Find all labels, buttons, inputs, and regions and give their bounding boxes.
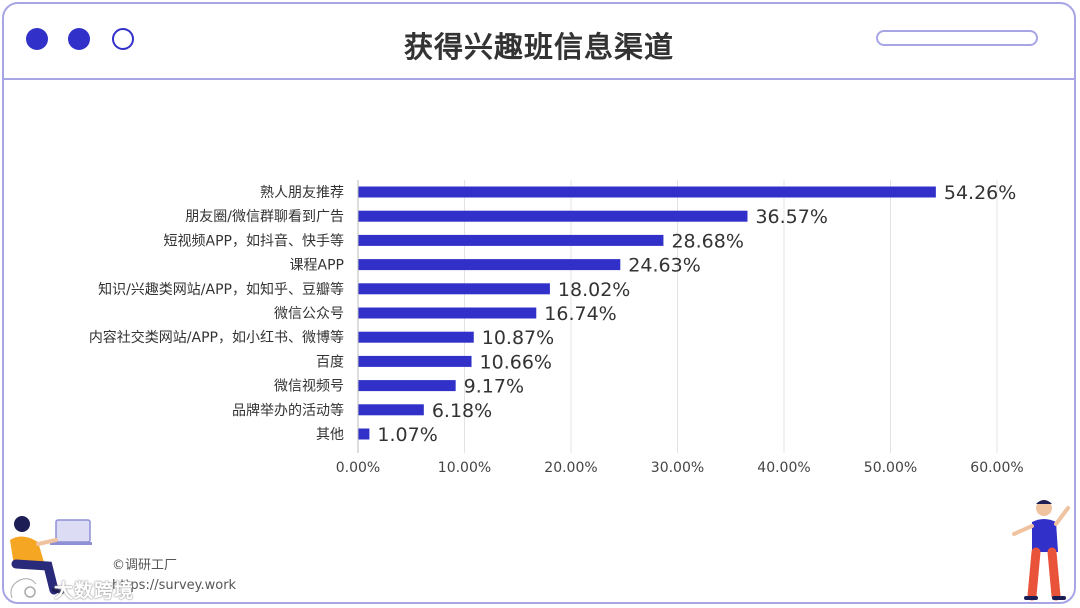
bar bbox=[358, 259, 621, 271]
address-bar-pill bbox=[876, 30, 1038, 46]
bar bbox=[358, 307, 537, 319]
person-laptop-illustration-icon bbox=[10, 516, 92, 595]
x-tick-label: 0.00% bbox=[336, 460, 380, 476]
watermark-text: 大数跨境 bbox=[54, 580, 135, 602]
data-label: 54.26% bbox=[944, 182, 1016, 204]
category-label: 短视频APP，如抖音、快手等 bbox=[164, 232, 344, 249]
data-label: 10.87% bbox=[482, 327, 554, 349]
data-label: 18.02% bbox=[558, 279, 630, 301]
credit-copyright: ©调研工厂 bbox=[112, 558, 178, 573]
bar bbox=[358, 234, 664, 246]
data-label: 1.07% bbox=[377, 424, 437, 446]
category-label: 微信公众号 bbox=[274, 306, 344, 322]
credit-url: https://survey.work bbox=[112, 578, 237, 593]
category-label: 知识/兴趣类网站/APP，如知乎、豆瓣等 bbox=[98, 281, 344, 298]
window-dot-outline-icon bbox=[112, 28, 134, 50]
data-label: 28.68% bbox=[671, 230, 743, 252]
person-pointing-illustration-icon bbox=[1012, 500, 1070, 601]
bar bbox=[358, 331, 474, 343]
category-label: 内容社交类网站/APP，如小红书、微博等 bbox=[89, 329, 344, 346]
bar bbox=[358, 355, 472, 367]
bar bbox=[358, 283, 550, 295]
data-label: 6.18% bbox=[432, 400, 492, 422]
bar bbox=[358, 404, 424, 416]
x-tick-label: 20.00% bbox=[544, 460, 597, 476]
x-tick-label: 50.00% bbox=[864, 460, 917, 476]
x-tick-label: 60.00% bbox=[970, 460, 1023, 476]
watermark-logo-icon bbox=[9, 577, 38, 599]
window-dot-filled-icon bbox=[26, 28, 48, 50]
credit-text: ©调研工厂 https://survey.work bbox=[112, 556, 236, 596]
x-tick-label: 10.00% bbox=[438, 460, 491, 476]
category-label: 品牌举办的活动等 bbox=[232, 402, 344, 419]
x-tick-label: 30.00% bbox=[651, 460, 704, 476]
data-label: 24.63% bbox=[628, 255, 700, 277]
data-label: 16.74% bbox=[544, 303, 616, 325]
category-label: 微信视频号 bbox=[274, 379, 344, 395]
title-bar: 获得兴趣班信息渠道 bbox=[4, 4, 1074, 80]
x-tick-label: 40.00% bbox=[757, 460, 810, 476]
category-label: 课程APP bbox=[290, 258, 344, 274]
data-label: 9.17% bbox=[464, 376, 524, 398]
data-label: 36.57% bbox=[755, 206, 827, 228]
data-label: 10.66% bbox=[480, 351, 552, 373]
page-title: 获得兴趣班信息渠道 bbox=[403, 30, 674, 64]
category-label: 百度 bbox=[316, 354, 344, 370]
bar bbox=[358, 186, 936, 198]
category-label: 朋友圈/微信群聊看到广告 bbox=[185, 209, 344, 225]
window-dot-filled-icon bbox=[68, 28, 90, 50]
bar bbox=[358, 428, 370, 440]
category-label: 熟人朋友推荐 bbox=[260, 185, 344, 201]
category-label: 其他 bbox=[316, 427, 344, 443]
bar bbox=[358, 210, 748, 222]
bar bbox=[358, 380, 456, 392]
